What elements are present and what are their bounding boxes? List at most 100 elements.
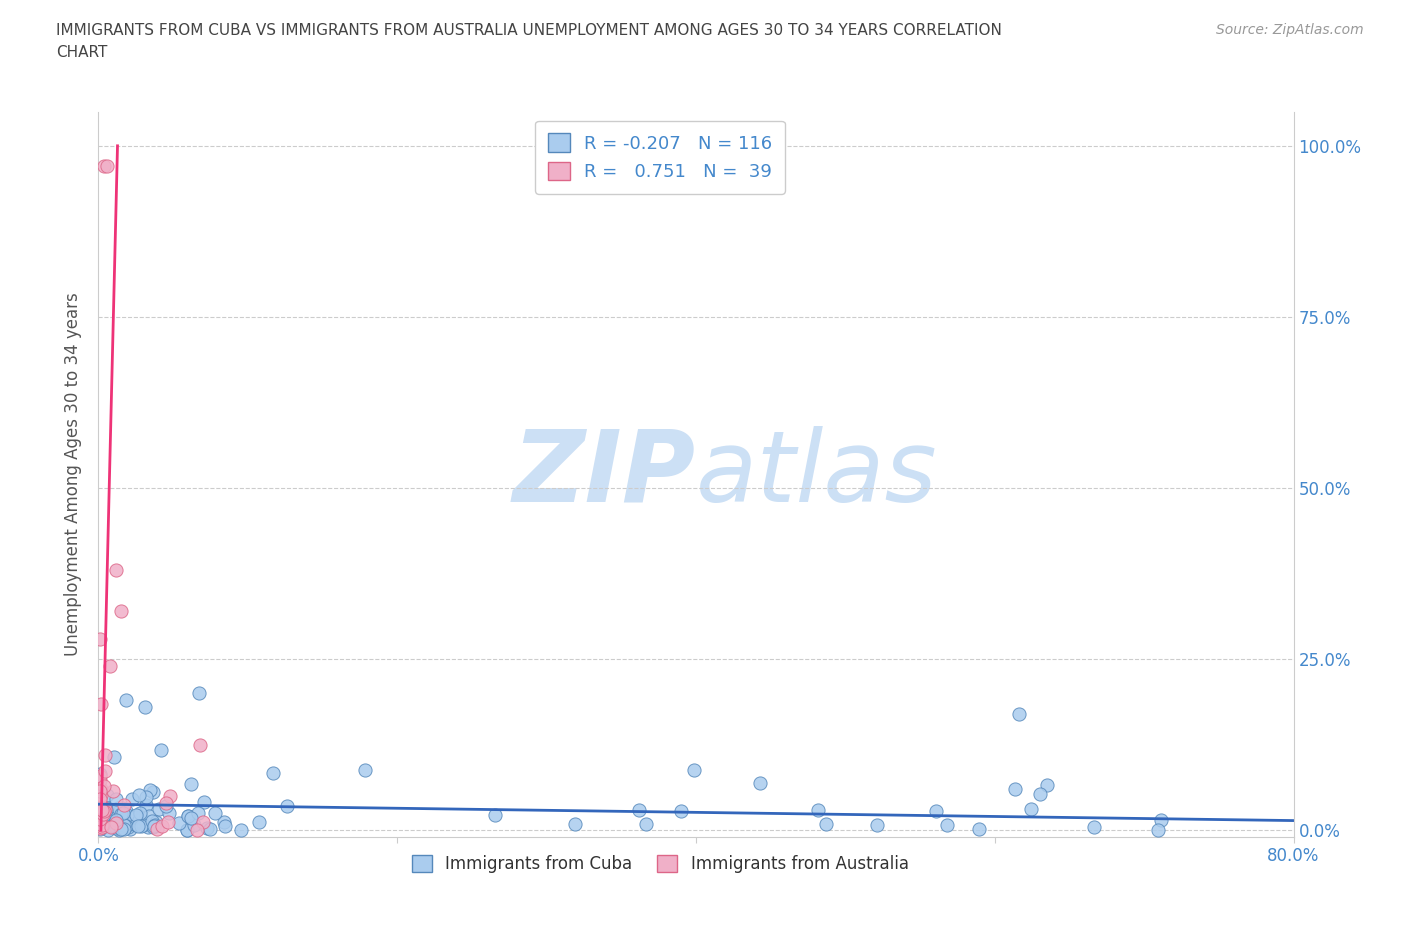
Point	[111, 801, 134, 816]
Point	[91, 818, 114, 833]
Point	[748, 776, 770, 790]
Point	[188, 737, 211, 752]
Point	[127, 818, 149, 833]
Point	[128, 805, 150, 820]
Point	[866, 817, 889, 832]
Point	[90, 788, 112, 803]
Point	[111, 821, 134, 836]
Point	[135, 790, 157, 804]
Point	[104, 813, 127, 828]
Point	[1149, 813, 1171, 828]
Point	[276, 799, 298, 814]
Point	[91, 807, 114, 822]
Point	[110, 813, 132, 828]
Text: IMMIGRANTS FROM CUBA VS IMMIGRANTS FROM AUSTRALIA UNEMPLOYMENT AMONG AGES 30 TO : IMMIGRANTS FROM CUBA VS IMMIGRANTS FROM …	[56, 23, 1002, 38]
Text: Source: ZipAtlas.com: Source: ZipAtlas.com	[1216, 23, 1364, 37]
Point	[807, 803, 830, 817]
Point	[100, 819, 122, 834]
Point	[89, 791, 111, 806]
Point	[105, 816, 128, 830]
Point	[93, 159, 115, 174]
Point	[89, 820, 111, 835]
Point	[149, 743, 172, 758]
Point	[108, 823, 131, 838]
Point	[90, 808, 112, 823]
Point	[187, 805, 209, 820]
Point	[1147, 822, 1170, 837]
Point	[167, 816, 190, 830]
Point	[97, 823, 120, 838]
Point	[105, 563, 128, 578]
Point	[155, 795, 177, 810]
Point	[89, 821, 111, 836]
Point	[188, 685, 211, 700]
Point	[112, 798, 135, 813]
Point	[212, 815, 235, 830]
Point	[103, 750, 125, 764]
Point	[627, 803, 650, 817]
Point	[89, 783, 111, 798]
Point	[967, 822, 990, 837]
Point	[101, 804, 124, 818]
Point	[115, 804, 138, 818]
Point	[90, 806, 112, 821]
Point	[107, 801, 129, 816]
Point	[247, 815, 270, 830]
Point	[104, 791, 127, 806]
Point	[191, 814, 214, 829]
Point	[111, 805, 134, 820]
Point	[142, 785, 165, 800]
Point	[107, 813, 129, 828]
Point	[94, 748, 117, 763]
Point	[135, 797, 157, 812]
Point	[112, 821, 135, 836]
Point	[90, 799, 112, 814]
Point	[98, 814, 121, 829]
Point	[159, 788, 181, 803]
Point	[105, 820, 128, 835]
Point	[91, 820, 114, 835]
Point	[354, 763, 377, 777]
Point	[195, 820, 218, 835]
Point	[115, 818, 138, 833]
Point	[683, 763, 706, 777]
Point	[925, 804, 948, 818]
Text: atlas: atlas	[696, 426, 938, 523]
Point	[89, 812, 111, 827]
Point	[200, 822, 222, 837]
Point	[90, 817, 112, 832]
Point	[484, 808, 506, 823]
Point	[148, 801, 170, 816]
Point	[177, 808, 200, 823]
Point	[134, 699, 156, 714]
Point	[89, 769, 111, 784]
Point	[127, 817, 149, 832]
Point	[156, 815, 179, 830]
Point	[1021, 802, 1043, 817]
Point	[101, 783, 124, 798]
Point	[229, 822, 252, 837]
Point	[101, 818, 124, 833]
Point	[186, 822, 208, 837]
Point	[138, 808, 160, 823]
Point	[129, 818, 152, 833]
Point	[132, 817, 155, 832]
Point	[131, 811, 153, 826]
Point	[1036, 777, 1059, 792]
Point	[145, 815, 167, 830]
Point	[1004, 782, 1026, 797]
Point	[177, 808, 200, 823]
Point	[1008, 707, 1031, 722]
Point	[112, 804, 135, 819]
Point	[104, 815, 127, 830]
Point	[96, 800, 118, 815]
Point	[93, 778, 115, 793]
Point	[815, 817, 838, 831]
Point	[142, 819, 165, 834]
Text: CHART: CHART	[56, 45, 108, 60]
Point	[98, 658, 121, 673]
Point	[104, 810, 127, 825]
Point	[139, 783, 162, 798]
Point	[176, 822, 198, 837]
Point	[176, 823, 198, 838]
